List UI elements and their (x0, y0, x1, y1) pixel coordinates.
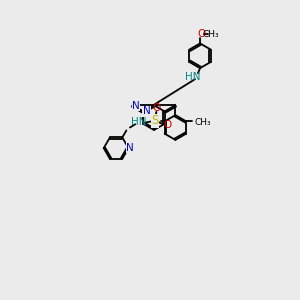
Text: HN: HN (185, 72, 200, 82)
Text: CH₃: CH₃ (195, 118, 212, 127)
Text: S: S (151, 114, 159, 127)
Text: N: N (132, 101, 140, 111)
Text: O: O (164, 120, 172, 130)
Text: HN: HN (131, 118, 147, 128)
Text: CH₃: CH₃ (203, 30, 220, 39)
Text: O: O (152, 103, 160, 113)
Text: O: O (198, 29, 206, 39)
Text: N: N (126, 142, 134, 152)
Text: N: N (143, 106, 151, 116)
